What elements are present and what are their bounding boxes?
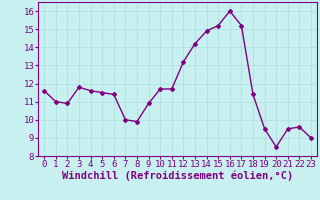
- X-axis label: Windchill (Refroidissement éolien,°C): Windchill (Refroidissement éolien,°C): [62, 171, 293, 181]
